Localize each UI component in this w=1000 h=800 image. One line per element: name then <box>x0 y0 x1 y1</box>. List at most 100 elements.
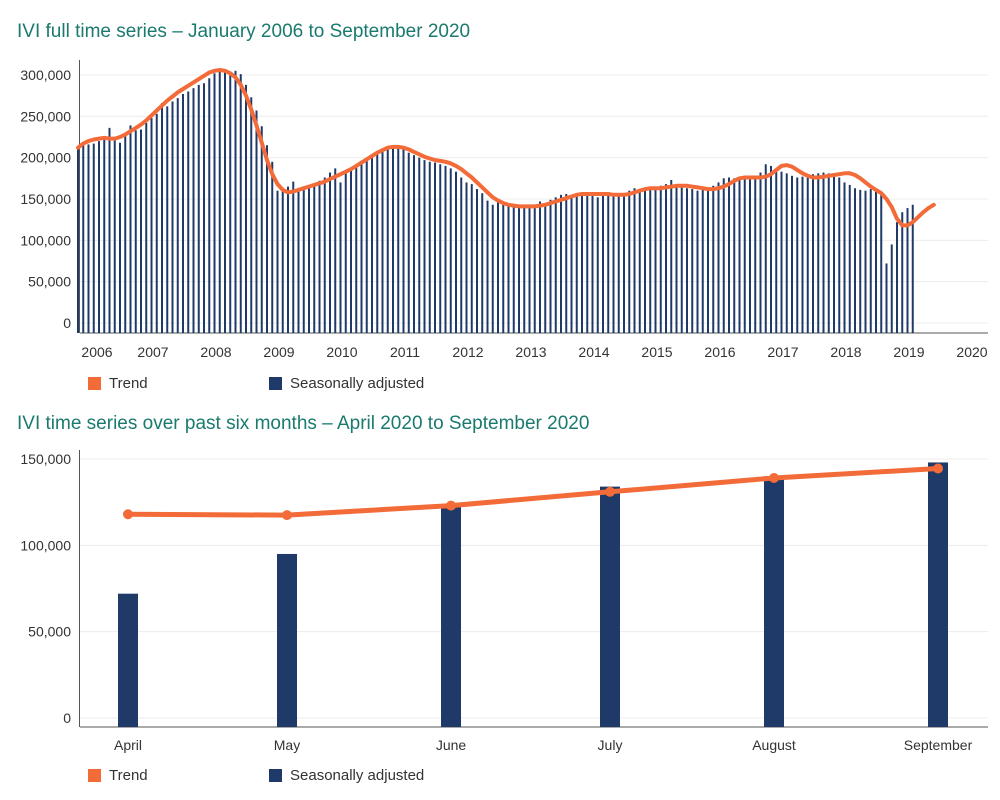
chart1-sa-bar <box>470 184 473 333</box>
chart1-sa-bar <box>208 78 211 333</box>
sa-swatch-icon <box>269 769 282 782</box>
chart1-sa-bar <box>386 146 389 333</box>
chart2-xtick-label: July <box>598 737 623 753</box>
chart1-sa-bar <box>187 91 190 333</box>
chart1-sa-bar <box>150 117 153 333</box>
chart2-trend-point <box>123 509 133 520</box>
chart1-sa-bar <box>607 194 610 333</box>
chart1-sa-bar <box>575 194 578 333</box>
chart1-sa-bar <box>476 189 478 333</box>
chart1-sa-bar <box>560 194 562 333</box>
chart1-title: IVI full time series – January 2006 to S… <box>17 21 471 42</box>
chart1-sa-bar <box>749 178 751 333</box>
chart1-sa-bar <box>302 188 305 333</box>
chart2-trend-line <box>125 466 941 518</box>
chart1-sa-bar <box>486 200 489 333</box>
chart1-sa-bar <box>533 204 536 333</box>
chart1-sa-bar <box>92 143 95 333</box>
chart1-sa-bar <box>161 103 163 333</box>
chart2-sa-bar <box>600 486 620 727</box>
chart1-sa-bar <box>833 175 835 333</box>
chart1-sa-bar <box>712 185 715 333</box>
chart1-sa-bar <box>360 163 363 333</box>
chart1-sa-bar <box>491 204 494 333</box>
chart1-sa-bar <box>182 93 184 333</box>
chart1-sa-bar <box>528 206 531 333</box>
chart1-sa-bar <box>617 196 620 333</box>
chart1-sa-bar <box>113 139 116 333</box>
chart1-sa-bar <box>481 193 484 333</box>
chart1-sa-bar <box>843 182 846 333</box>
chart1-sa-bar <box>497 198 499 333</box>
chart1-sa-bar <box>822 172 825 333</box>
chart2-legend-trend[interactable]: Trend <box>88 767 148 784</box>
chart2-xtick-label: May <box>274 737 300 753</box>
chart1-sa-bar <box>570 195 573 333</box>
chart1-sa-bar <box>103 139 106 333</box>
chart1-sa-bar <box>854 188 856 333</box>
chart1-xtick-label: 2011 <box>390 344 420 360</box>
chart1-ytick-label: 300,000 <box>20 67 71 83</box>
chart1-sa-bar <box>817 173 820 333</box>
chart2-ytick-label: 100,000 <box>20 537 71 553</box>
chart1-sa-bar <box>875 189 877 333</box>
chart1-sa-bar <box>523 207 526 333</box>
chart2-legend-sa[interactable]: Seasonally adjusted <box>269 767 424 784</box>
chart1-sa-bar <box>423 160 426 333</box>
chart1-legend-sa[interactable]: Seasonally adjusted <box>269 375 424 392</box>
chart1-sa-bar <box>397 147 400 333</box>
chart1-sa-bar <box>686 188 688 333</box>
chart1-sa-bar <box>633 188 636 333</box>
chart1-sa-bar <box>176 98 179 333</box>
chart1-xtick-label: 2006 <box>81 344 112 360</box>
chart1-sa-bar <box>308 185 310 333</box>
chart1-sa-bar <box>759 172 762 333</box>
chart1-sa-bar <box>565 194 568 333</box>
chart1-sa-bar <box>890 244 893 333</box>
chart1-sa-bar <box>381 148 384 333</box>
chart1-sa-bar <box>596 197 599 333</box>
chart1-sa-bar <box>171 101 174 333</box>
chart1-legend-trend-label: Trend <box>109 375 148 392</box>
chart1-sa-bar <box>234 70 237 334</box>
chart1-sa-bar <box>213 73 216 333</box>
chart1-sa-bar <box>455 171 457 333</box>
chart2-trend-point <box>446 500 456 511</box>
chart1-sa-bar <box>670 179 673 333</box>
chart1-sa-bar <box>365 160 368 333</box>
chart1-sa-bar <box>838 177 841 333</box>
chart1-sa-bar <box>796 177 799 333</box>
chart1-ytick-label: 250,000 <box>20 108 71 124</box>
chart1-sa-bar <box>465 182 468 333</box>
chart1-sa-bar <box>449 168 452 333</box>
chart1-legend-trend[interactable]: Trend <box>88 375 148 392</box>
chart1-sa-bar <box>602 195 604 333</box>
chart1-sa-bar <box>77 146 79 333</box>
chart1-sa-bar <box>675 184 678 333</box>
chart1-ytick-label: 150,000 <box>20 191 71 207</box>
chart1-sa-bar <box>586 194 589 333</box>
chart1-sa-bar <box>880 192 883 333</box>
chart2-sa-bar <box>764 476 784 727</box>
chart1-sa-bar <box>140 129 142 333</box>
chart1-sa-bar <box>276 190 279 333</box>
chart2-xtick-label: August <box>752 737 796 753</box>
chart1-sa-bar <box>896 222 898 333</box>
chart1-sa-bar <box>812 174 814 333</box>
sa-swatch-icon <box>269 377 282 390</box>
chart1-sa-bar <box>623 194 625 333</box>
chart1-xtick-label: 2019 <box>893 344 924 360</box>
chart1-sa-bar <box>728 177 730 333</box>
chart1-xtick-label: 2012 <box>452 344 483 360</box>
chart1-sa-bar <box>166 106 169 333</box>
chart1-sa-bar <box>701 189 704 333</box>
chart1-sa-bar <box>911 204 914 333</box>
chart1-sa-bar <box>770 165 772 333</box>
chart1-xtick-label: 2007 <box>137 344 168 360</box>
chart2-title: IVI time series over past six months – A… <box>17 413 590 434</box>
chart1-sa-bar <box>864 190 867 333</box>
chart1-sa-bar <box>885 263 888 333</box>
chart1-sa-bar <box>649 189 652 333</box>
chart1-xtick-label: 2010 <box>326 344 357 360</box>
chart1-sa-bar <box>581 195 583 333</box>
